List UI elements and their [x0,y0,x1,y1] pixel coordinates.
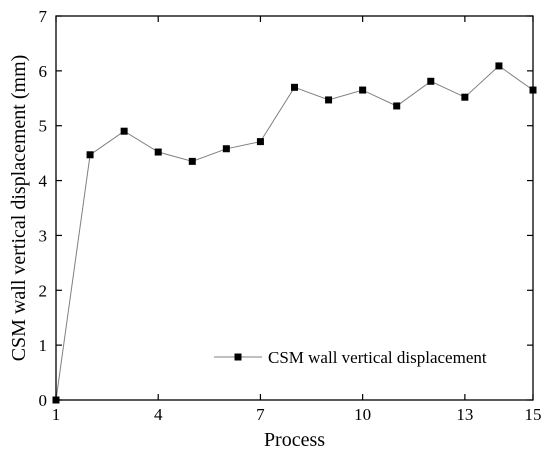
x-axis-title: Process [264,429,325,451]
data-point [325,96,333,104]
y-tick-label: 1 [39,336,48,355]
data-point [427,77,435,85]
x-tick-label: 7 [256,405,265,424]
data-point [256,138,264,146]
data-point [291,83,298,91]
data-point [188,157,196,165]
data-point [495,62,503,70]
legend-label: CSM wall vertical displacement [268,348,487,367]
data-point [86,151,94,159]
data-point [359,86,367,94]
x-tick-label: 15 [525,405,542,424]
y-tick-label: 7 [39,7,48,26]
data-point [222,145,230,153]
y-tick-label: 3 [39,226,48,245]
data-point [393,102,401,110]
y-tick-label: 4 [39,172,48,191]
y-tick-label: 6 [39,62,48,81]
legend: CSM wall vertical displacement [214,348,487,367]
x-tick-label: 10 [354,405,371,424]
y-tick-label: 0 [39,391,48,410]
legend-marker [234,353,242,361]
data-point [461,93,469,101]
plot-frame [55,15,534,401]
y-axis-title: CSM wall vertical displacement (mm) [8,55,30,362]
x-tick-label: 1 [52,405,61,424]
data-point [154,148,162,156]
x-tick-label: 13 [456,405,473,424]
data-point [120,127,128,135]
y-tick-label: 2 [39,281,48,300]
y-tick-label: 5 [39,117,48,136]
x-tick-label: 4 [154,405,163,424]
